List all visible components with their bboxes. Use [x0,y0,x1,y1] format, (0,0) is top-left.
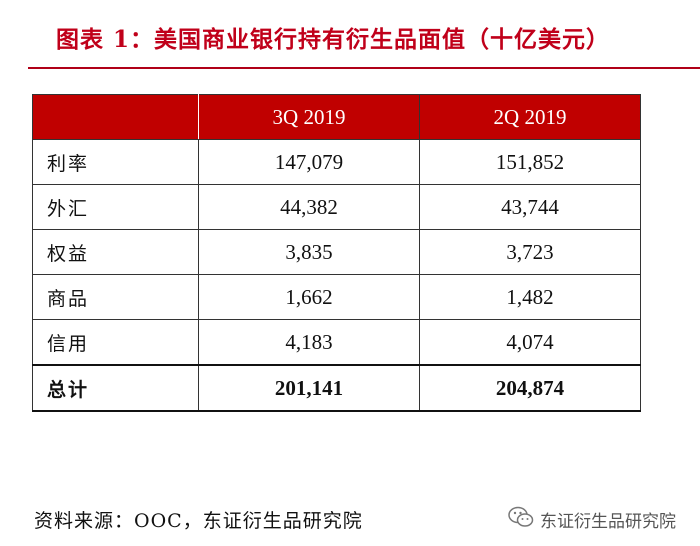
cell-2q: 3,723 [419,229,641,275]
cell-2q: 151,852 [419,139,641,185]
table-row: 权益 3,835 3,723 [32,229,641,275]
watermark: 东证衍生品研究院 [508,506,676,533]
row-label: 利率 [32,139,199,185]
table-total-row: 总计 201,141 204,874 [32,364,641,412]
total-2q: 204,874 [419,364,641,412]
title-divider [28,67,700,69]
row-label: 权益 [32,229,199,275]
figure-title: 图表 1：美国商业银行持有衍生品面值（十亿美元） [56,26,611,53]
cell-3q: 1,662 [198,274,420,320]
cell-2q: 4,074 [419,319,641,366]
header-cell-3q-2019: 3Q 2019 [198,94,420,140]
table-row: 信用 4,183 4,074 [32,319,641,366]
source-note: 资料来源：OOC，东证衍生品研究院 [34,510,363,532]
table-row: 利率 147,079 151,852 [32,139,641,185]
derivatives-table: 3Q 2019 2Q 2019 利率 147,079 151,852 外汇 44… [32,94,641,412]
table-row: 商品 1,662 1,482 [32,274,641,320]
total-label: 总计 [32,364,199,412]
header-cell-blank [32,94,199,140]
cell-3q: 44,382 [198,184,420,230]
table-header-row: 3Q 2019 2Q 2019 [32,94,641,140]
cell-2q: 1,482 [419,274,641,320]
row-label: 商品 [32,274,199,320]
row-label: 信用 [32,319,199,366]
wechat-icon [508,506,534,533]
row-label: 外汇 [32,184,199,230]
cell-3q: 4,183 [198,319,420,366]
header-cell-2q-2019: 2Q 2019 [419,94,641,140]
cell-2q: 43,744 [419,184,641,230]
cell-3q: 3,835 [198,229,420,275]
total-3q: 201,141 [198,364,420,412]
table-row: 外汇 44,382 43,744 [32,184,641,230]
watermark-text: 东证衍生品研究院 [540,512,676,532]
cell-3q: 147,079 [198,139,420,185]
